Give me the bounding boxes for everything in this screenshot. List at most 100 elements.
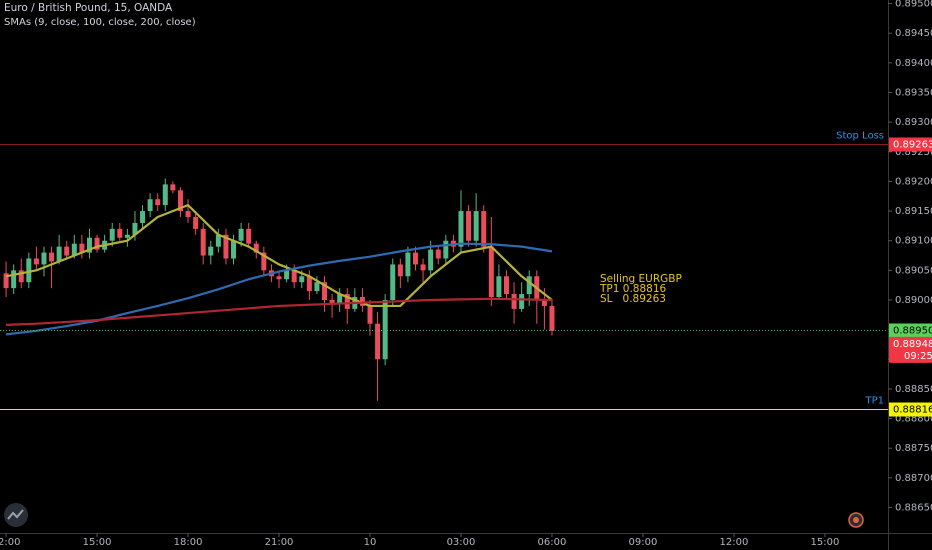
candle-body bbox=[367, 305, 373, 324]
settings-icon-dot[interactable] bbox=[853, 517, 859, 523]
logo[interactable] bbox=[4, 503, 28, 527]
candle-body bbox=[238, 228, 244, 241]
candle-body bbox=[519, 294, 525, 309]
chart-title: Euro / British Pound, 15, OANDA bbox=[4, 2, 173, 14]
candle-body bbox=[443, 240, 449, 259]
x-tick-label: 03:00 bbox=[447, 537, 476, 548]
candle-body bbox=[71, 243, 77, 256]
candle-body bbox=[375, 323, 381, 360]
annotation-text: Selling EURGBP bbox=[600, 273, 682, 285]
sma-line bbox=[5, 204, 553, 308]
candle-body bbox=[314, 282, 320, 292]
candle-body bbox=[33, 258, 39, 265]
candle-body bbox=[458, 211, 464, 247]
candle-body bbox=[261, 252, 267, 271]
candle-body bbox=[193, 216, 199, 229]
candle-body bbox=[246, 228, 252, 244]
last-price-label: 0.88948 bbox=[893, 339, 932, 350]
candle-body bbox=[215, 234, 221, 247]
price-tag bbox=[889, 137, 932, 152]
annotation-text: SL 0.89263 bbox=[600, 293, 666, 305]
x-tick-label: 12:00 bbox=[0, 537, 20, 548]
candle-body bbox=[18, 270, 24, 283]
candle-body bbox=[405, 252, 411, 277]
annotation-text: TP1 0.88816 bbox=[599, 283, 667, 295]
candle-body bbox=[496, 276, 502, 298]
candle-body bbox=[337, 294, 343, 303]
candle-body bbox=[11, 270, 17, 289]
candle-body bbox=[200, 228, 206, 256]
candle-body bbox=[170, 184, 176, 191]
candle-body bbox=[306, 276, 312, 292]
candle-body bbox=[511, 294, 517, 309]
x-tick-label: 10 bbox=[364, 537, 377, 548]
level-label: Stop Loss bbox=[836, 131, 884, 142]
candle-body bbox=[26, 258, 32, 283]
candle-body bbox=[488, 246, 494, 298]
x-tick-label: 09:00 bbox=[629, 537, 658, 548]
candle-body bbox=[223, 234, 229, 259]
candle-body bbox=[147, 199, 153, 212]
candle-body bbox=[64, 246, 70, 256]
indicator-legend: SMAs (9, close, 100, close, 200, close) bbox=[4, 17, 196, 28]
candle-body bbox=[253, 243, 259, 253]
candle-body bbox=[3, 273, 9, 289]
settings-button[interactable] bbox=[848, 512, 864, 528]
candle-body bbox=[322, 282, 328, 300]
price-tag-label: 0.88950 bbox=[893, 326, 932, 337]
x-tick-label: 15:00 bbox=[811, 537, 840, 548]
candle-body bbox=[549, 305, 555, 331]
candle-body bbox=[117, 228, 123, 238]
candle-body bbox=[185, 211, 191, 217]
candle-body bbox=[390, 264, 396, 300]
candle-body bbox=[428, 249, 434, 271]
candle-body bbox=[132, 222, 138, 235]
candle-body bbox=[41, 252, 47, 265]
candle-body bbox=[284, 270, 290, 280]
candle-body bbox=[503, 276, 509, 295]
candle-body bbox=[541, 299, 547, 306]
candle-body bbox=[140, 211, 146, 223]
candle-body bbox=[208, 246, 214, 256]
candle-body bbox=[124, 234, 130, 238]
candle-body bbox=[56, 246, 62, 262]
candle-body bbox=[481, 211, 487, 247]
candle-body bbox=[382, 299, 388, 360]
countdown-label: 09:25 bbox=[904, 351, 932, 362]
y-tick-label: 0.88650 bbox=[895, 503, 932, 514]
candle-body bbox=[86, 237, 92, 253]
x-tick-label: 06:00 bbox=[538, 537, 567, 548]
candle-body bbox=[177, 190, 183, 212]
logo-mark[interactable] bbox=[7, 509, 24, 520]
candle-body bbox=[155, 199, 161, 206]
candle-body bbox=[299, 276, 305, 283]
price-tag bbox=[889, 323, 932, 338]
x-tick-label: 12:00 bbox=[720, 537, 749, 548]
candle-body bbox=[291, 270, 297, 283]
candle-body bbox=[49, 252, 55, 262]
candle-body bbox=[329, 299, 335, 303]
candle-body bbox=[344, 294, 350, 309]
level-label: TP1 bbox=[864, 396, 884, 407]
price-tag-label: 0.89263 bbox=[893, 140, 932, 151]
candle-body bbox=[162, 184, 168, 206]
candle-body bbox=[231, 240, 237, 259]
plot-area bbox=[3, 178, 555, 401]
